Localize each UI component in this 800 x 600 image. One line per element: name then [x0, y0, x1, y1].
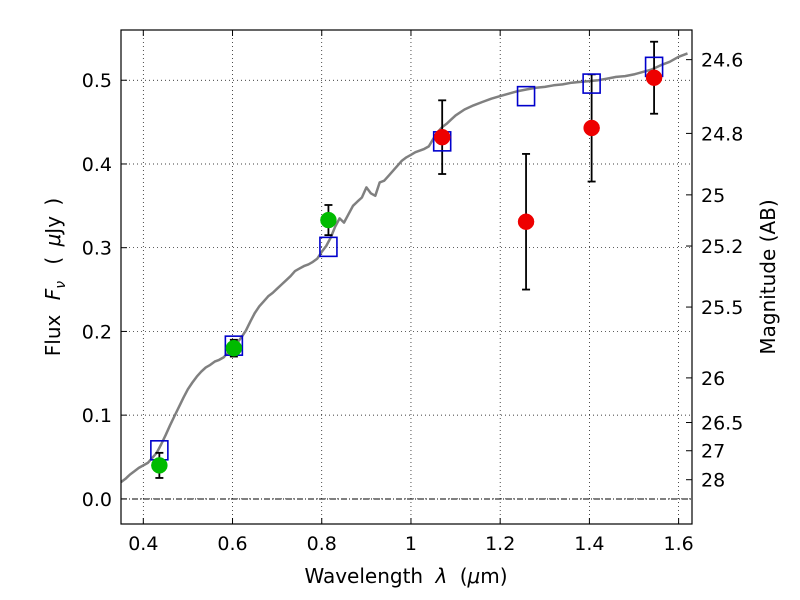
y2-axis-label: Magnitude (AB)	[756, 199, 780, 354]
plot-frame	[120, 29, 693, 525]
x-tick-label: 1.2	[485, 533, 515, 555]
y2-tick-label: 25.5	[701, 297, 743, 319]
x-axis-label: Wavelength λ (μm)	[304, 564, 507, 588]
y2-tick-label: 28	[701, 470, 725, 492]
model-photometry-square	[582, 73, 601, 94]
x-tick-label: 0.8	[307, 533, 337, 555]
ticks: 0.4 0.6 0.8 1 1.2 1.4 1.6 0.0 0.1 0.2 0.3 0.4 0.5 24.…	[82, 30, 743, 555]
y2-tick-label: 25.2	[701, 236, 743, 258]
green-data-point	[151, 457, 168, 474]
y-axis-label: Flux Fν ( μJy )	[41, 198, 70, 356]
green-data-point	[225, 339, 243, 357]
y-tick-label: 0.0	[82, 489, 112, 511]
model-photometry-square	[319, 236, 338, 258]
y2-tick-label: 24.8	[701, 123, 743, 145]
y2-tick-label: 26.5	[701, 413, 743, 435]
x-tick-label: 1.6	[664, 533, 694, 555]
y-tick-label: 0.4	[82, 154, 112, 176]
model-spectrum-line	[120, 52, 688, 484]
red-data-point	[433, 128, 451, 146]
y-tick-label: 0.3	[82, 238, 112, 260]
y2-tick-label: 24.6	[701, 50, 743, 72]
x-tick-label: 1.4	[574, 533, 604, 555]
red-data-point	[645, 69, 663, 86]
y2-tick-label: 26	[701, 368, 725, 390]
x-tick-label: 1	[405, 533, 417, 555]
y-tick-label: 0.2	[82, 321, 112, 343]
y2-tick-label: 25	[701, 185, 725, 207]
y-tick-label: 0.5	[82, 70, 112, 92]
green-data-point	[320, 211, 337, 229]
red-data-point	[583, 119, 600, 137]
x-tick-label: 0.4	[128, 533, 158, 555]
y-tick-label: 0.1	[82, 405, 112, 427]
model-photometry-square	[516, 85, 536, 107]
red-data-point	[517, 213, 535, 230]
x-tick-label: 0.6	[217, 533, 247, 555]
plot-area	[120, 40, 688, 484]
y2-tick-label: 27	[701, 441, 725, 463]
